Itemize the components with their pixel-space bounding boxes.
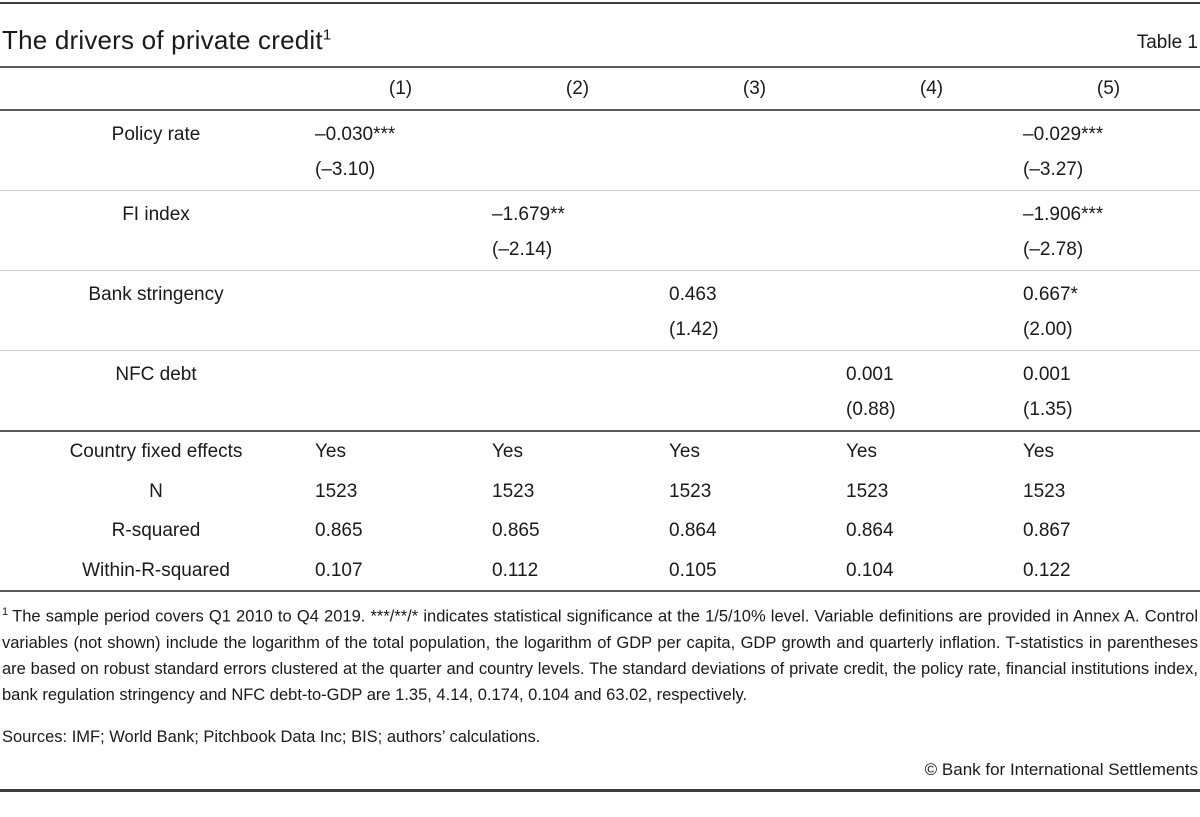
footnote-marker: 1 xyxy=(2,606,9,618)
title-rule xyxy=(0,66,1200,68)
summary-cell: 0.107 xyxy=(315,559,363,581)
row-label-fi-index: FI index xyxy=(122,204,190,225)
column-header-4: (4) xyxy=(919,78,944,99)
table-row-fi-index-tstat: (–2.14) (–2.78) xyxy=(0,232,1200,270)
summary-cell: Yes xyxy=(669,441,700,463)
tstat-cell: (–2.14) xyxy=(492,238,553,260)
summary-cell: 0.865 xyxy=(315,520,363,542)
column-header-5: (5) xyxy=(1096,78,1121,99)
row-separator xyxy=(0,350,1200,351)
page-title: The drivers of private credit1 xyxy=(2,25,331,56)
row-separator xyxy=(0,190,1200,191)
table-row-fi-index-coef: FI index –1.679** –1.906*** xyxy=(0,191,1200,232)
table-row-bank-stringency-coef: Bank stringency 0.463 0.667* xyxy=(0,271,1200,312)
table-row-policy-rate-coef: Policy rate –0.030*** –0.029*** xyxy=(0,111,1200,152)
summary-cell: 0.104 xyxy=(846,559,894,581)
summary-cell: 0.122 xyxy=(1023,559,1071,581)
top-rule xyxy=(0,2,1200,4)
summary-cell: Yes xyxy=(492,441,523,463)
footnote-text: The sample period covers Q1 2010 to Q4 2… xyxy=(2,607,1198,704)
tstat-cell: (1.42) xyxy=(669,318,719,340)
tstat-cell: (–2.78) xyxy=(1023,238,1084,260)
table-row-policy-rate-tstat: (–3.10) (–3.27) xyxy=(0,152,1200,190)
summary-cell: 1523 xyxy=(846,480,889,502)
column-header-3: (3) xyxy=(742,78,767,99)
summary-cell: 0.112 xyxy=(492,559,539,581)
summary-cell: Yes xyxy=(315,441,346,463)
table-row-r-squared: R-squared 0.865 0.865 0.864 0.864 0.867 xyxy=(0,511,1200,551)
title-band: The drivers of private credit1 Table 1 xyxy=(0,4,1200,66)
table-row-country-fixed-effects: Country fixed effects Yes Yes Yes Yes Ye… xyxy=(0,432,1200,472)
tstat-cell: (0.88) xyxy=(846,398,896,420)
coef-cell: –0.029*** xyxy=(1023,124,1104,145)
table-row-nfc-debt-coef: NFC debt 0.001 0.001 xyxy=(0,351,1200,392)
summary-bottom-rule xyxy=(0,590,1200,592)
row-label-country-fixed-effects: Country fixed effects xyxy=(69,441,243,463)
row-label-within-r-squared: Within-R-squared xyxy=(82,559,230,581)
coef-cell: –0.030*** xyxy=(315,124,396,145)
table-page: The drivers of private credit1 Table 1 (… xyxy=(0,2,1200,792)
row-label-bank-stringency: Bank stringency xyxy=(88,284,224,305)
coef-cell: 0.667* xyxy=(1023,284,1078,305)
coef-cell: 0.001 xyxy=(1023,364,1071,385)
row-separator xyxy=(0,270,1200,271)
summary-cell: 1523 xyxy=(315,480,358,502)
summary-cell: 0.867 xyxy=(1023,520,1071,542)
tstat-cell: (–3.10) xyxy=(315,158,376,180)
copyright-line: © Bank for International Settlements xyxy=(924,759,1198,779)
summary-cell: 1523 xyxy=(492,480,535,502)
table-row-nfc-debt-tstat: (0.88) (1.35) xyxy=(0,392,1200,430)
coef-cell: –1.906*** xyxy=(1023,204,1104,225)
column-header-2: (2) xyxy=(565,78,590,99)
summary-cell: 1523 xyxy=(669,480,712,502)
summary-cell: Yes xyxy=(1023,441,1054,463)
row-label-r-squared: R-squared xyxy=(111,520,201,542)
summary-cell: 0.864 xyxy=(846,520,894,542)
table-row-observations: N 1523 1523 1523 1523 1523 xyxy=(0,472,1200,512)
title-footnote-marker: 1 xyxy=(322,26,332,44)
column-header-row: (1) (2) (3) (4) (5) xyxy=(0,68,1200,109)
coef-cell: 0.463 xyxy=(669,284,717,305)
summary-cell: 0.864 xyxy=(669,520,717,542)
summary-cell: 0.865 xyxy=(492,520,540,542)
row-label-n: N xyxy=(149,480,163,502)
summary-cell: Yes xyxy=(846,441,877,463)
bottom-rule xyxy=(0,788,1200,792)
summary-top-rule xyxy=(0,430,1200,432)
table-footnote: 1 The sample period covers Q1 2010 to Q4 … xyxy=(0,592,1200,708)
coef-cell: 0.001 xyxy=(846,364,894,385)
tstat-cell: (2.00) xyxy=(1023,318,1073,340)
tstat-cell: (–3.27) xyxy=(1023,158,1084,180)
page-title-text: The drivers of private credit xyxy=(2,25,323,55)
table-row-bank-stringency-tstat: (1.42) (2.00) xyxy=(0,312,1200,350)
summary-cell: 0.105 xyxy=(669,559,717,581)
summary-cell: 1523 xyxy=(1023,480,1066,502)
table-row-within-r-squared: Within-R-squared 0.107 0.112 0.105 0.104… xyxy=(0,551,1200,591)
bottom-rule-wrap xyxy=(0,780,1200,792)
row-label-nfc-debt: NFC debt xyxy=(115,364,197,385)
column-header-1: (1) xyxy=(388,78,413,99)
table-number-label: Table 1 xyxy=(1136,32,1198,53)
header-rule xyxy=(0,109,1200,111)
row-label-policy-rate: Policy rate xyxy=(111,124,201,145)
coef-cell: –1.679** xyxy=(492,204,565,225)
tstat-cell: (1.35) xyxy=(1023,398,1073,420)
sources-line: Sources: IMF; World Bank; Pitchbook Data… xyxy=(2,727,541,746)
